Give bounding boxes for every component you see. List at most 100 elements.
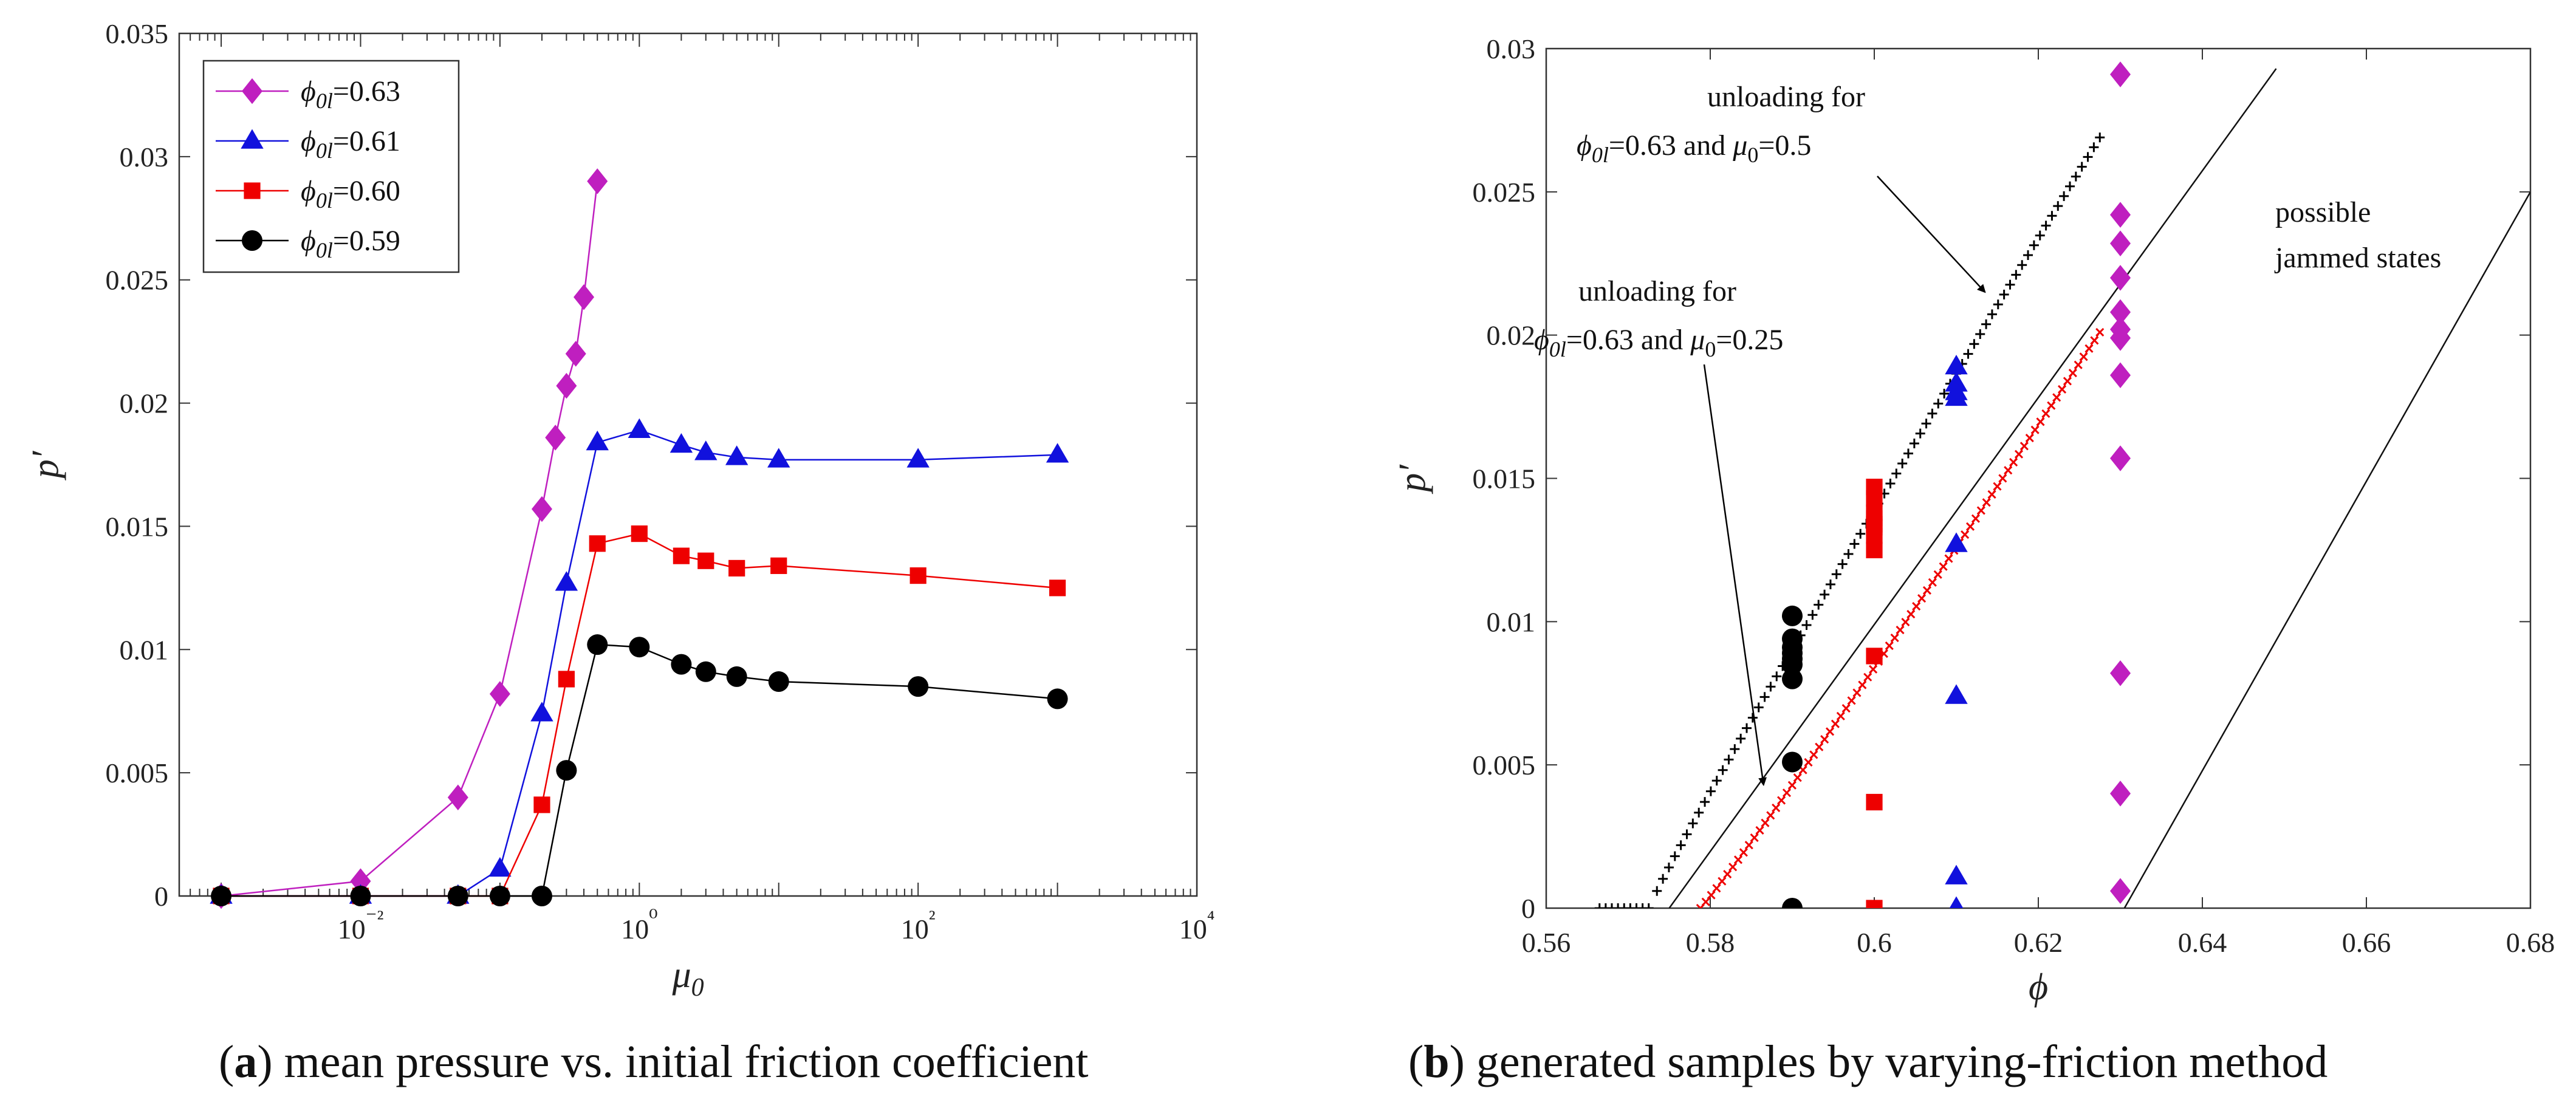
unloading-05-point — [1607, 903, 1617, 908]
y-tick-label: 0.01 — [120, 634, 169, 665]
sample-point-2 — [1866, 900, 1883, 908]
data-point-0 — [531, 496, 552, 522]
x-axis-label: ϕ — [2029, 966, 2048, 1008]
unloading-05-point — [1801, 620, 1812, 631]
data-point-1 — [488, 857, 512, 877]
unloading-05-point — [1637, 903, 1648, 908]
unloading-05-point — [2029, 240, 2039, 250]
annotation-1-arrow — [1877, 176, 1986, 293]
data-point-1 — [555, 571, 578, 591]
annotation-3-line1: possible — [2275, 196, 2371, 228]
data-point-3 — [211, 886, 232, 906]
unloading-05-point — [2035, 230, 2045, 241]
annotation-1-line2: ϕ0l=0.63 and μ0=0.5 — [1577, 129, 1811, 167]
data-point-0 — [447, 784, 468, 810]
x-tick-label: 0.62 — [2014, 927, 2063, 958]
unloading-05-point — [2083, 152, 2093, 162]
unloading-05-point — [1670, 851, 1680, 861]
y-tick-label: 0.02 — [1487, 320, 1536, 351]
data-point-2 — [673, 547, 690, 564]
unloading-05-point — [1885, 478, 1896, 488]
unloading-05-point — [1820, 589, 1830, 600]
sample-point-3 — [1782, 654, 1803, 675]
sample-point-1 — [1949, 896, 1964, 908]
data-point-2 — [631, 525, 648, 542]
unloading-05-point — [1993, 299, 2003, 310]
data-point-3 — [350, 886, 371, 906]
annotation-2-arrow — [1703, 364, 1767, 787]
sample-point-0 — [2110, 325, 2131, 351]
legend-marker — [241, 129, 264, 149]
y-tick-label: 0.005 — [1473, 750, 1536, 781]
data-point-2 — [589, 535, 606, 552]
data-point-2 — [558, 671, 575, 688]
unloading-05-point — [1688, 818, 1698, 829]
legend-label: ϕ0l=0.61 — [301, 125, 400, 163]
legend-label: ϕ0l=0.63 — [301, 75, 400, 113]
plot-frame — [178, 32, 1198, 897]
sample-point-1 — [1945, 355, 1968, 375]
sample-point-3 — [1782, 751, 1803, 773]
unloading-05-point — [2095, 132, 2105, 143]
unloading-05-point — [1772, 671, 1782, 682]
data-point-0 — [489, 681, 510, 707]
y-tick-label: 0.025 — [106, 265, 169, 296]
sample-point-2 — [1866, 490, 1883, 507]
unloading-05-point — [1837, 559, 1848, 569]
data-point-0 — [574, 284, 595, 310]
sample-point-2 — [1866, 793, 1883, 811]
unloading-05-point — [1658, 874, 1668, 884]
chart-b: 0 0.005 0.01 0.015 0.02 0.025 0.03 0.56 0.58 0.6 0… — [1392, 33, 2555, 1008]
unloading-05-point — [1849, 539, 1860, 549]
data-point-3 — [556, 760, 577, 781]
legend-marker — [242, 78, 262, 104]
series-line-3 — [221, 643, 1058, 897]
sample-point-0 — [2110, 660, 2131, 686]
unloading-05-point — [1939, 389, 1950, 399]
plot-frame — [1545, 47, 2532, 909]
sample-point-2 — [1866, 648, 1883, 665]
unloading-05-point — [1987, 309, 1997, 320]
unloading-05-point — [1897, 458, 1908, 468]
data-point-3 — [695, 661, 716, 682]
data-point-2 — [728, 559, 745, 576]
unloading-05-point — [1711, 776, 1722, 786]
x-tick-label: 0.64 — [2178, 927, 2227, 958]
sample-point-0 — [2110, 362, 2131, 388]
y-tick-label: 0 — [154, 881, 168, 912]
x-tick-label: 10² — [901, 906, 936, 945]
y-tick-label: 0.015 — [106, 511, 169, 542]
legend-label: ϕ0l=0.59 — [301, 225, 400, 262]
unloading-05-point — [1676, 840, 1686, 850]
series-line-1 — [221, 429, 1058, 897]
sample-point-0 — [2110, 61, 2131, 87]
unloading-05-point — [2077, 162, 2087, 172]
unloading-05-point — [2011, 270, 2021, 280]
sample-point-3 — [1782, 668, 1803, 689]
unloading-05-point — [2089, 142, 2099, 152]
x-axis-label: μ0 — [671, 954, 704, 1002]
unloading-05-point — [1613, 903, 1623, 908]
data-point-1 — [906, 448, 930, 468]
unloading-05-point — [1730, 744, 1740, 754]
legend-marker — [244, 182, 261, 199]
data-point-3 — [587, 634, 608, 655]
unloading-05-point — [1718, 765, 1728, 775]
unloading-05-point — [1705, 786, 1716, 796]
unloading-05-point — [2017, 260, 2027, 270]
unloading-05-point — [2053, 201, 2063, 211]
unloading-05-point — [1999, 289, 2009, 299]
unloading-05-point — [2041, 221, 2051, 231]
unloading-05-point — [2071, 171, 2081, 182]
y-tick-label: 0.035 — [106, 18, 169, 49]
unloading-05-point — [1891, 468, 1902, 479]
unloading-05-point — [1927, 408, 1937, 419]
data-point-0 — [587, 168, 608, 194]
data-point-1 — [628, 418, 651, 438]
unloading-05-point — [1594, 903, 1605, 908]
x-tick-label: 0.58 — [1686, 927, 1735, 958]
x-tick-label: 10⁰ — [621, 906, 657, 945]
unloading-05-point — [1843, 549, 1854, 559]
unloading-05-point — [1682, 829, 1692, 840]
unloading-05-point — [1807, 610, 1818, 620]
